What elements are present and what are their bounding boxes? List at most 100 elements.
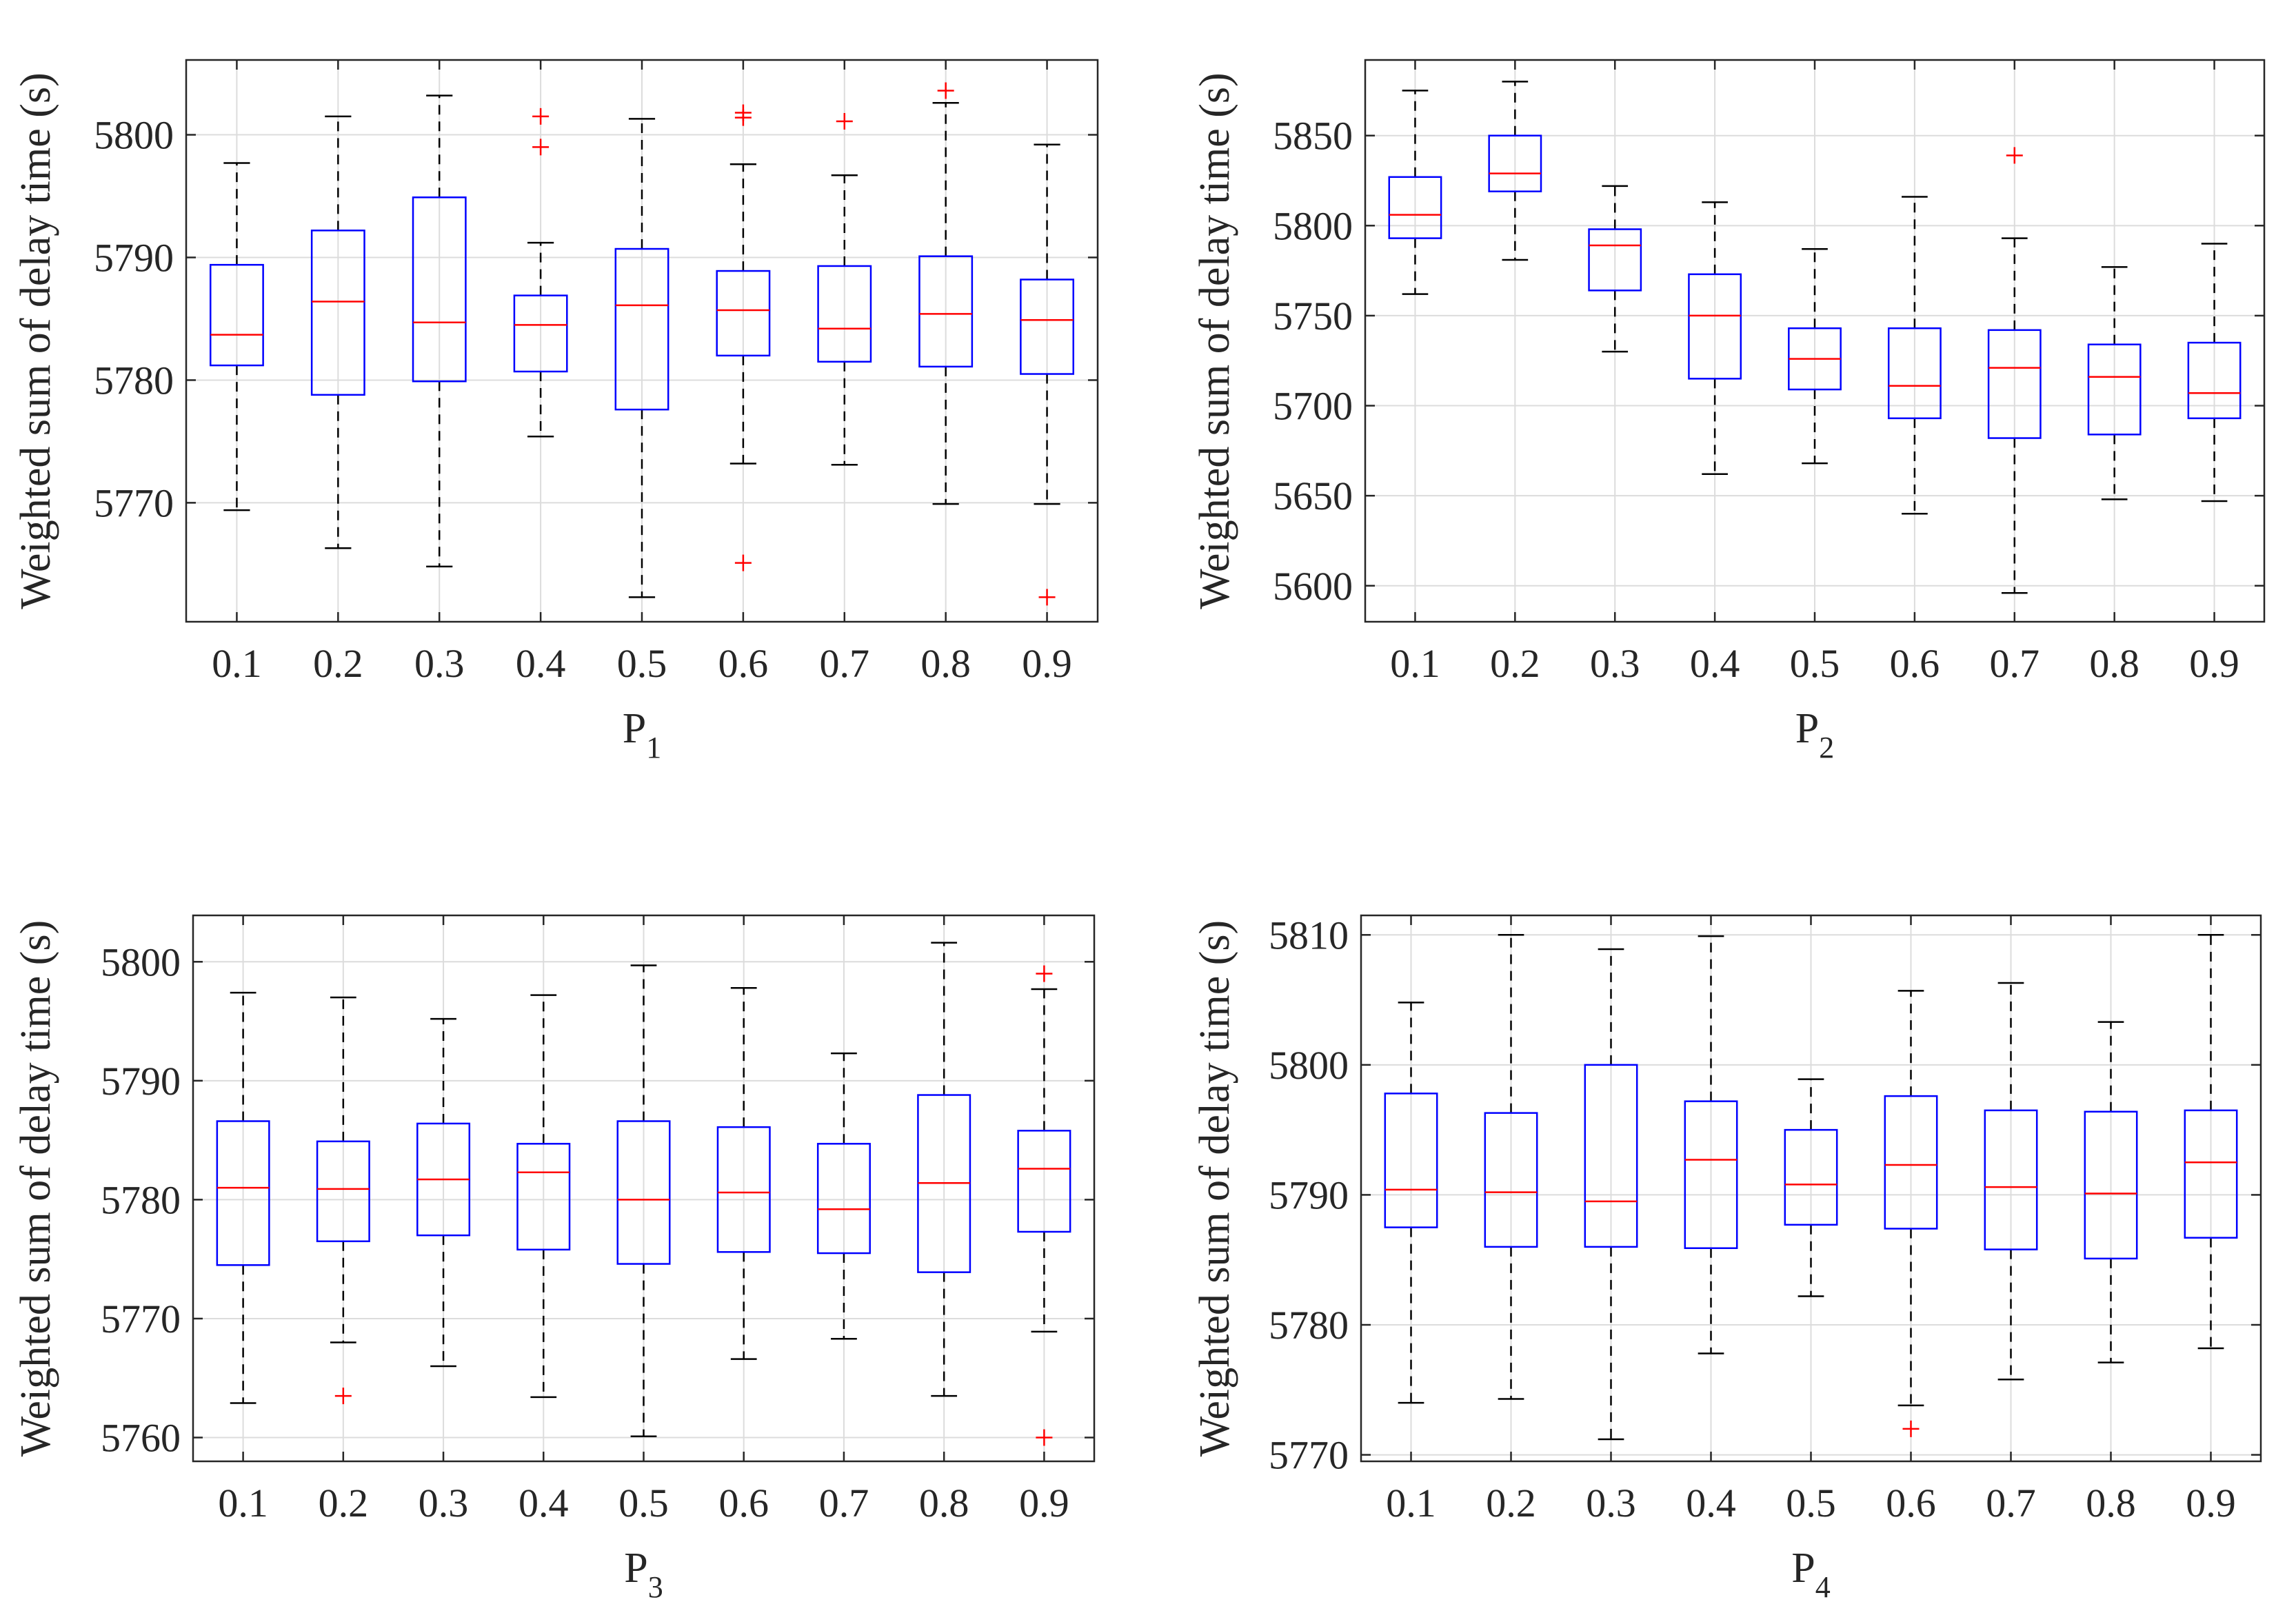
x-tick-label: 0.4 <box>1690 641 1740 686</box>
outlier-marker <box>334 1388 352 1405</box>
outlier-marker <box>734 554 752 571</box>
x-tick-label: 0.4 <box>1686 1481 1736 1525</box>
outlier-marker <box>836 112 853 130</box>
iqr-box <box>2184 1109 2238 1239</box>
box-0.9 <box>1017 965 1071 1446</box>
box-0.6 <box>1884 990 1938 1437</box>
box-0.5 <box>1784 1078 1838 1297</box>
x-tick-label: 0.9 <box>2186 1481 2236 1525</box>
box-0.8 <box>2087 266 2142 500</box>
box-0.3 <box>1588 185 1642 353</box>
x-tick-label: 0.1 <box>1390 641 1440 686</box>
iqr-box <box>1020 278 1074 375</box>
y-tick-label: 5770 <box>94 480 174 525</box>
x-axis-label-main: P <box>1795 705 1819 752</box>
boxplot-panel-p4: 0.1 0.2 0.3 0.4 0.5 0.6 0.7 0.8 0.9 5770 5780 5790 5… <box>1191 913 2262 1604</box>
box-0.2 <box>310 115 365 549</box>
outlier-marker <box>532 139 550 156</box>
x-tick-label: 0.5 <box>617 641 667 686</box>
iqr-box <box>210 263 264 367</box>
x-tick-label: 0.6 <box>1890 641 1940 686</box>
iqr-box <box>2087 343 2142 436</box>
y-tick-label: 5790 <box>1269 1173 1349 1217</box>
x-tick-label: 0.5 <box>1790 641 1840 686</box>
box-0.5 <box>616 964 671 1438</box>
box-0.5 <box>1788 248 1842 465</box>
iqr-box <box>1584 1064 1638 1248</box>
iqr-box <box>1588 228 1642 292</box>
outlier-marker <box>532 108 550 125</box>
y-tick-label: 5790 <box>101 1059 181 1104</box>
y-tick-label: 5800 <box>1273 203 1353 248</box>
y-tick-label: 5800 <box>101 940 181 984</box>
box-0.9 <box>1020 143 1074 606</box>
y-tick-label: 5800 <box>1269 1043 1349 1088</box>
x-tick-label: 0.2 <box>1490 641 1540 686</box>
outlier-marker <box>1036 965 1053 982</box>
y-tick-label: 5650 <box>1273 474 1353 518</box>
x-tick-label: 0.3 <box>1586 1481 1636 1525</box>
x-tick-label: 0.7 <box>820 641 870 686</box>
x-tick-label: 0.1 <box>212 641 262 686</box>
x-tick-label: 0.9 <box>2189 641 2239 686</box>
iqr-box <box>1887 327 1942 420</box>
outlier-marker <box>1902 1420 1920 1437</box>
x-axis-label: P1 <box>623 705 661 764</box>
x-axis-label-main: P <box>623 705 646 752</box>
x-tick-label: 0.8 <box>920 641 971 686</box>
boxplot-panel-p1: 0.1 0.2 0.3 0.4 0.5 0.6 0.7 0.8 0.9 5770 5780 5790 5… <box>12 59 1099 764</box>
x-tick-label: 0.2 <box>319 1481 369 1525</box>
box-0.1 <box>210 162 264 511</box>
box-0.7 <box>1984 982 2038 1381</box>
x-tick-label: 0.7 <box>1990 641 2040 686</box>
x-tick-label: 0.3 <box>419 1481 469 1525</box>
box-0.7 <box>817 112 872 466</box>
iqr-box <box>1017 1130 1071 1233</box>
outlier-marker <box>734 109 752 126</box>
y-tick-label: 5700 <box>1273 384 1353 429</box>
y-tick-label: 5790 <box>94 235 174 280</box>
iqr-box <box>716 1126 771 1253</box>
y-tick-label: 5750 <box>1273 294 1353 338</box>
x-tick-label: 0.7 <box>819 1481 869 1525</box>
x-axis-label-subscript: 2 <box>1819 731 1834 764</box>
box-0.4 <box>516 994 571 1399</box>
iqr-box <box>513 294 568 373</box>
iqr-box <box>1884 1095 1938 1230</box>
x-tick-label: 0.4 <box>518 1481 569 1525</box>
y-tick-label: 5600 <box>1273 564 1353 609</box>
box-0.1 <box>1388 90 1442 295</box>
box-0.6 <box>716 104 771 571</box>
iqr-box <box>1987 329 2042 439</box>
box-0.7 <box>816 1052 871 1340</box>
outlier-marker <box>937 82 954 99</box>
x-tick-label: 0.8 <box>2086 1481 2136 1525</box>
y-axis-label: Weighted sum of delay time (s) <box>1191 72 1238 609</box>
x-tick-label: 0.9 <box>1019 1481 1069 1525</box>
x-tick-label: 0.3 <box>414 641 465 686</box>
box-0.8 <box>2084 1021 2138 1363</box>
y-axis-label: Weighted sum of delay time (s) <box>1191 920 1238 1456</box>
x-axis-label-subscript: 1 <box>646 731 661 764</box>
y-tick-label: 5800 <box>94 113 174 158</box>
y-tick-label: 5850 <box>1273 114 1353 159</box>
x-axis-label: P4 <box>1791 1545 1830 1604</box>
iqr-box <box>2187 341 2242 420</box>
boxplot-panel-p3: 0.1 0.2 0.3 0.4 0.5 0.6 0.7 0.8 0.9 5760 5770 5780 5… <box>12 914 1096 1604</box>
x-tick-label: 0.6 <box>718 641 769 686</box>
outlier-marker <box>2006 147 2023 164</box>
y-tick-label: 5760 <box>101 1415 181 1460</box>
x-tick-label: 0.3 <box>1590 641 1640 686</box>
box-0.8 <box>918 82 974 505</box>
iqr-box <box>816 1143 871 1255</box>
box-0.2 <box>316 996 370 1405</box>
x-tick-label: 0.6 <box>1886 1481 1936 1525</box>
y-axis-label: Weighted sum of delay time (s) <box>12 920 59 1456</box>
y-tick-label: 5780 <box>1269 1303 1349 1348</box>
y-axis-label: Weighted sum of delay time (s) <box>12 72 59 609</box>
box-0.9 <box>2184 934 2238 1350</box>
y-tick-label: 5780 <box>101 1177 181 1222</box>
x-axis-label-subscript: 3 <box>648 1570 663 1604</box>
x-axis-label-main: P <box>624 1545 647 1592</box>
